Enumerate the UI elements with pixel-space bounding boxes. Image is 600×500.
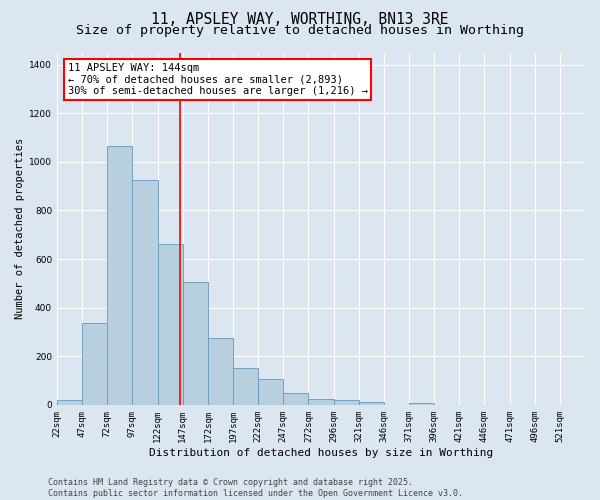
Bar [334,400,359,405]
Text: Contains HM Land Registry data © Crown copyright and database right 2025.
Contai: Contains HM Land Registry data © Crown c… [48,478,463,498]
Bar [409,403,434,405]
X-axis label: Distribution of detached houses by size in Worthing: Distribution of detached houses by size … [149,448,493,458]
Y-axis label: Number of detached properties: Number of detached properties [15,138,25,320]
Text: Size of property relative to detached houses in Worthing: Size of property relative to detached ho… [76,24,524,37]
Bar [233,368,258,405]
Bar [82,324,107,405]
Bar [107,146,133,405]
Text: 11, APSLEY WAY, WORTHING, BN13 3RE: 11, APSLEY WAY, WORTHING, BN13 3RE [151,12,449,28]
Bar [283,393,308,405]
Bar [308,400,334,405]
Bar [158,244,183,405]
Bar [359,402,384,405]
Text: 11 APSLEY WAY: 144sqm
← 70% of detached houses are smaller (2,893)
30% of semi-d: 11 APSLEY WAY: 144sqm ← 70% of detached … [68,63,368,96]
Bar [57,400,82,405]
Bar [208,338,233,405]
Bar [183,282,208,405]
Bar [133,180,158,405]
Bar [258,380,283,405]
